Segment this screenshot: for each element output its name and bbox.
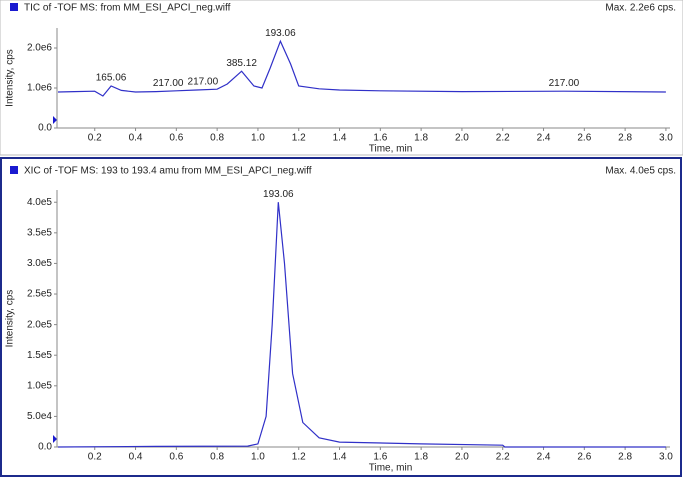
x-tick-label: 2.4 [537, 452, 551, 463]
axis-marker [53, 435, 57, 443]
x-tick-label: 0.8 [210, 452, 224, 463]
panel-icon [10, 166, 18, 174]
peak-label: 217.00 [188, 76, 219, 87]
x-tick-label: 2.8 [618, 452, 632, 463]
x-tick-label: 1.2 [292, 133, 306, 144]
x-tick-label: 2.4 [537, 133, 551, 144]
panel-title: XIC of -TOF MS: 193 to 193.4 amu from MM… [24, 166, 312, 177]
panel-tic[interactable] [0, 0, 683, 156]
x-tick-label: 1.6 [373, 133, 387, 144]
x-tick-label: 2.0 [455, 133, 469, 144]
x-tick-label: 0.6 [169, 133, 183, 144]
max-label: Max. 2.2e6 cps. [605, 3, 676, 14]
y-tick-label: 1.0e6 [27, 83, 52, 94]
panel-xic[interactable] [0, 157, 682, 477]
peak-label: 217.00 [549, 78, 580, 89]
x-tick-label: 1.6 [373, 452, 387, 463]
panel-icon [10, 3, 18, 11]
x-tick-label: 2.2 [496, 133, 510, 144]
x-tick-label: 2.6 [577, 133, 591, 144]
y-tick-label: 1.5e5 [27, 350, 52, 361]
x-tick-label: 1.8 [414, 452, 428, 463]
x-tick-label: 1.4 [333, 133, 347, 144]
y-tick-label: 1.0e5 [27, 380, 52, 391]
x-tick-label: 2.0 [455, 452, 469, 463]
x-tick-label: 0.8 [210, 133, 224, 144]
y-tick-label: 2.0e5 [27, 319, 52, 330]
trace [57, 39, 666, 97]
y-tick-label: 0.0 [38, 442, 52, 453]
max-label: Max. 4.0e5 cps. [605, 166, 676, 177]
y-axis-label: Intensity, cps [5, 49, 16, 107]
x-axis-label: Time, min [369, 144, 413, 155]
y-tick-label: 3.5e5 [27, 227, 52, 238]
y-tick-label: 5.0e4 [27, 411, 52, 422]
y-tick-label: 3.0e5 [27, 258, 52, 269]
x-tick-label: 1.4 [333, 452, 347, 463]
y-tick-label: 2.0e6 [27, 43, 52, 54]
x-tick-label: 0.2 [88, 133, 102, 144]
peak-label: 165.06 [96, 73, 127, 84]
x-tick-label: 2.2 [496, 452, 510, 463]
peak-label: 217.00 [153, 78, 184, 89]
y-tick-label: 0.0 [38, 123, 52, 134]
x-tick-label: 2.8 [618, 133, 632, 144]
x-tick-label: 3.0 [659, 452, 673, 463]
trace [57, 202, 666, 448]
peak-label: 193.06 [265, 28, 296, 39]
x-tick-label: 2.6 [577, 452, 591, 463]
axis-marker [53, 116, 57, 124]
peak-label: 193.06 [263, 189, 294, 200]
panel-title: TIC of -TOF MS: from MM_ESI_APCI_neg.wif… [24, 3, 231, 14]
y-tick-label: 4.0e5 [27, 197, 52, 208]
x-tick-label: 1.0 [251, 133, 265, 144]
x-axis-label: Time, min [369, 463, 413, 474]
x-tick-label: 0.4 [129, 133, 143, 144]
x-tick-label: 0.6 [169, 452, 183, 463]
y-tick-label: 2.5e5 [27, 289, 52, 300]
peak-label: 385.12 [226, 58, 257, 69]
x-tick-label: 3.0 [659, 133, 673, 144]
x-tick-label: 0.2 [88, 452, 102, 463]
x-tick-label: 0.4 [129, 452, 143, 463]
x-tick-label: 1.0 [251, 452, 265, 463]
x-tick-label: 1.8 [414, 133, 428, 144]
x-tick-label: 1.2 [292, 452, 306, 463]
y-axis-label: Intensity, cps [5, 290, 16, 348]
